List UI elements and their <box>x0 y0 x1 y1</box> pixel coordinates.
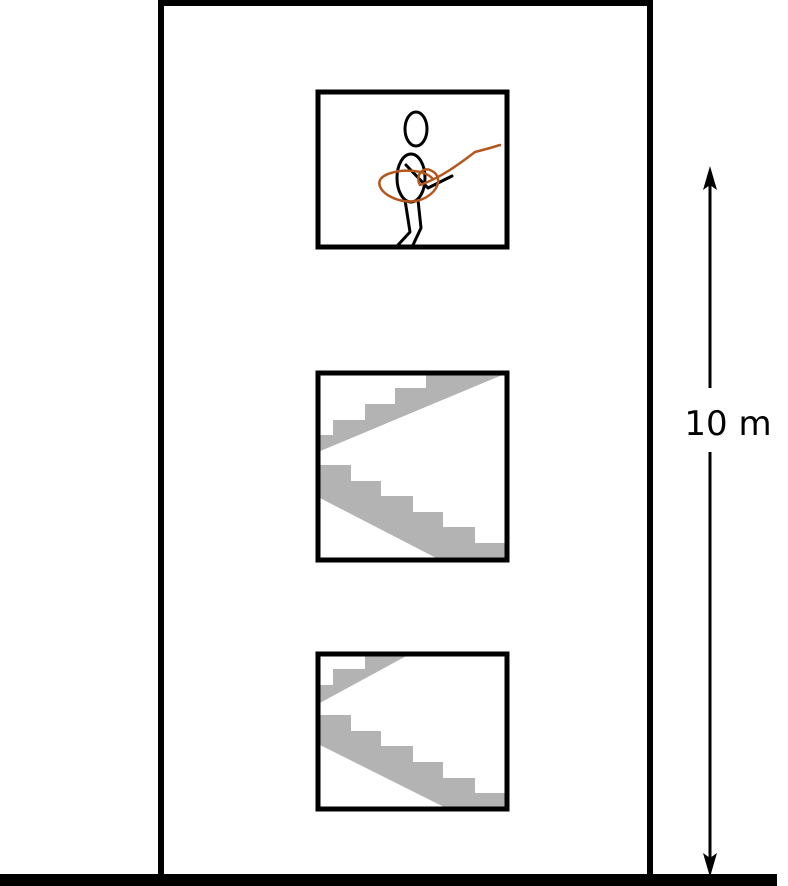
ground-line <box>0 874 777 886</box>
staircase-icon <box>318 654 507 809</box>
middle-window <box>315 370 510 563</box>
staircase-icon <box>318 373 507 560</box>
building-outline <box>158 0 653 880</box>
height-label: 10 m <box>684 404 771 444</box>
person-with-rope-icon <box>378 110 502 247</box>
top-window <box>315 89 510 250</box>
height-dimension-arrow <box>703 166 717 877</box>
bottom-window <box>315 651 510 812</box>
